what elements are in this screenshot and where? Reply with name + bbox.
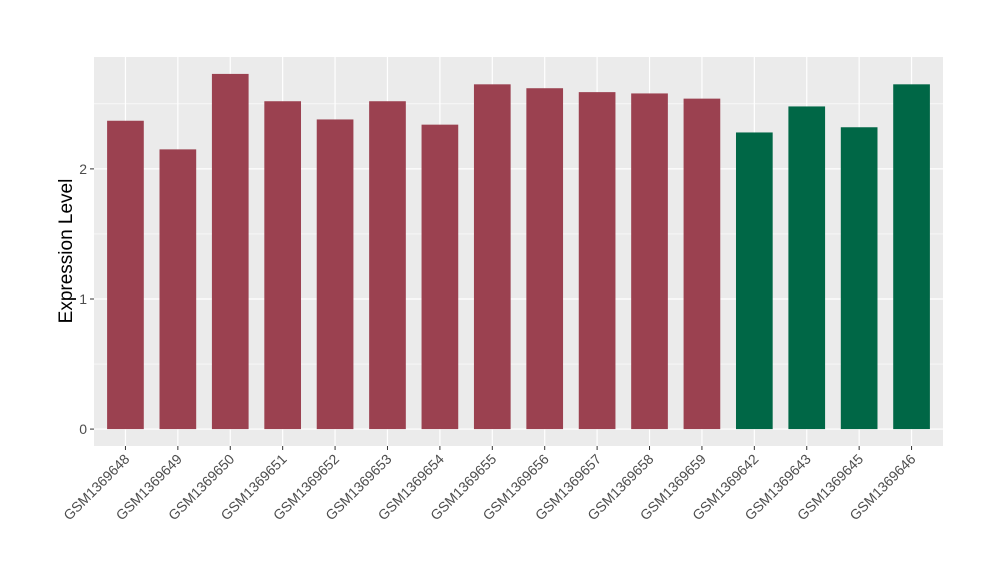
bar-GSM1369643 bbox=[788, 106, 826, 430]
bar-GSM1369649 bbox=[159, 149, 197, 430]
bar-GSM1369657 bbox=[578, 92, 616, 430]
bar-GSM1369658 bbox=[631, 93, 668, 430]
y-tick-label: 2 bbox=[79, 161, 87, 177]
bar-GSM1369642 bbox=[735, 132, 773, 430]
bar-GSM1369656 bbox=[526, 88, 564, 430]
bar-GSM1369653 bbox=[369, 101, 406, 430]
bar-GSM1369652 bbox=[316, 119, 354, 430]
bar-GSM1369648 bbox=[107, 120, 144, 430]
bar-GSM1369654 bbox=[421, 124, 459, 430]
bar-GSM1369651 bbox=[264, 101, 302, 430]
y-axis-label: Expression Level bbox=[56, 179, 77, 324]
y-tick-label: 0 bbox=[79, 421, 87, 437]
bar-GSM1369650 bbox=[211, 73, 249, 430]
bar-GSM1369645 bbox=[840, 127, 878, 430]
bar-GSM1369646 bbox=[893, 84, 930, 430]
bar-GSM1369655 bbox=[473, 84, 511, 430]
y-axis: 0 1 2 bbox=[79, 161, 94, 437]
bar-GSM1369659 bbox=[683, 98, 721, 430]
bars bbox=[107, 73, 930, 430]
x-axis: GSM1369648GSM1369649GSM1369650GSM1369651… bbox=[60, 446, 919, 523]
y-tick-label: 1 bbox=[79, 291, 87, 307]
